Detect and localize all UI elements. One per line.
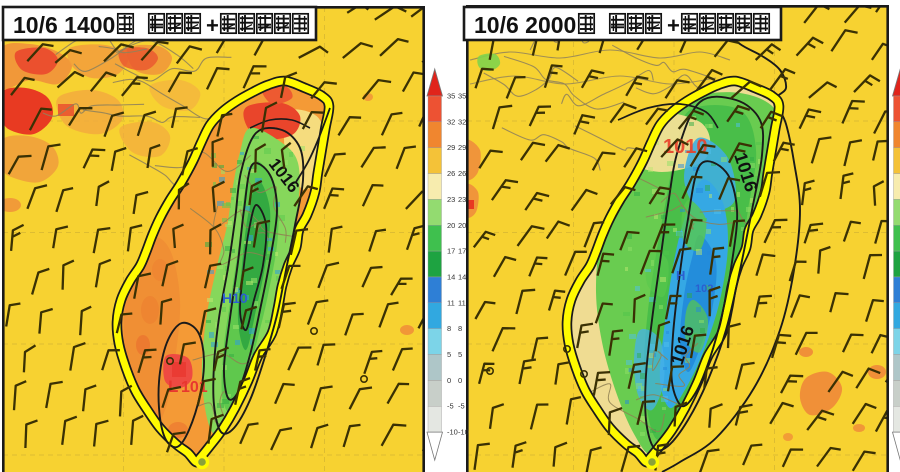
svg-text:8: 8: [458, 324, 462, 333]
svg-text:17: 17: [458, 247, 466, 256]
svg-text:11: 11: [447, 298, 455, 307]
svg-text:26: 26: [447, 169, 455, 178]
svg-text:29: 29: [458, 143, 466, 152]
svg-text:17: 17: [447, 247, 455, 256]
svg-text:-5: -5: [458, 402, 465, 411]
svg-text:11: 11: [458, 298, 466, 307]
svg-text:14: 14: [458, 273, 466, 282]
svg-text:35: 35: [447, 92, 455, 101]
svg-text:35: 35: [458, 92, 466, 101]
svg-text:5: 5: [447, 350, 451, 359]
svg-text:32: 32: [447, 117, 455, 126]
svg-text:-5: -5: [447, 402, 454, 411]
svg-text:20: 20: [458, 221, 466, 230]
svg-text:8: 8: [447, 324, 451, 333]
svg-text:H: H: [676, 268, 685, 283]
svg-text:L: L: [168, 377, 178, 396]
svg-text:10/6 2000: 10/6 2000: [474, 12, 576, 38]
svg-text:-10: -10: [447, 428, 458, 437]
svg-text:+: +: [206, 13, 219, 38]
svg-text:29: 29: [447, 143, 455, 152]
svg-text:32: 32: [458, 117, 466, 126]
svg-text:-10: -10: [458, 428, 469, 437]
svg-text:23: 23: [458, 195, 466, 204]
svg-text:0: 0: [458, 376, 462, 385]
svg-text:14: 14: [447, 273, 455, 282]
svg-text:+: +: [667, 13, 680, 38]
svg-text:20: 20: [447, 221, 455, 230]
svg-text:10/6 1400: 10/6 1400: [13, 12, 115, 38]
svg-text:0: 0: [447, 376, 451, 385]
svg-text:23: 23: [447, 195, 455, 204]
svg-text:26: 26: [458, 169, 466, 178]
svg-text:H10: H10: [222, 290, 248, 306]
svg-text:5: 5: [458, 350, 462, 359]
